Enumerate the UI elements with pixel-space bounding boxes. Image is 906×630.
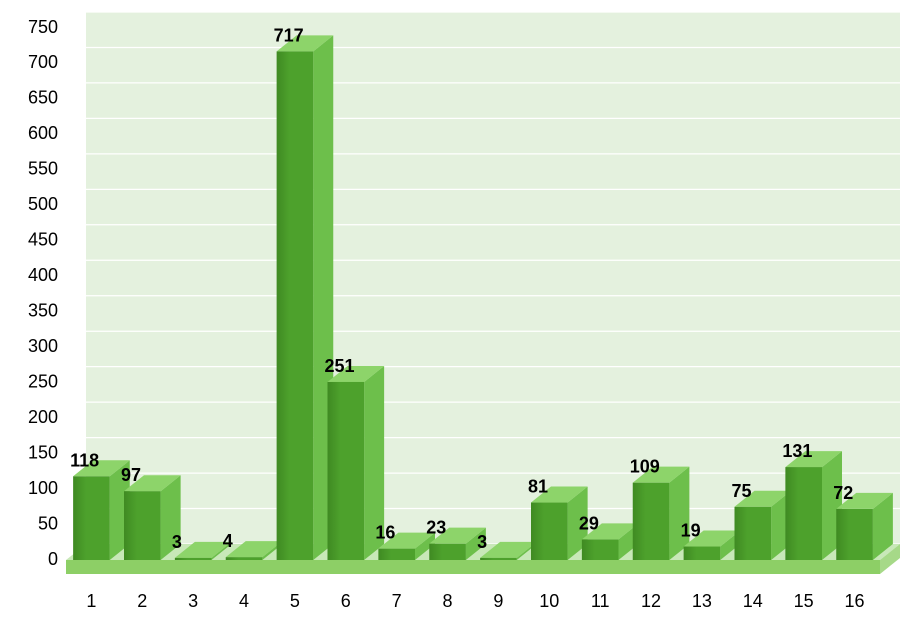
x-tick-label: 1 [86, 591, 96, 611]
y-tick-label: 500 [28, 194, 58, 214]
y-axis-ticks: 0 50 100 150 200 250 300 350 400 450 500 550 600 650 7… [28, 17, 58, 569]
bar [277, 35, 334, 560]
bar [836, 493, 893, 560]
y-tick-label: 400 [28, 265, 58, 285]
x-tick-label: 12 [641, 591, 661, 611]
x-axis-ticks: 12345678910111213141516 [86, 591, 864, 611]
y-tick-label: 150 [28, 442, 58, 462]
chart-svg: 0 50 100 150 200 250 300 350 400 450 500 550 600 650 7… [0, 0, 906, 630]
y-tick-label: 450 [28, 230, 58, 250]
x-tick-label: 3 [188, 591, 198, 611]
y-tick-label: 300 [28, 336, 58, 356]
x-tick-label: 2 [137, 591, 147, 611]
value-label: 81 [528, 477, 548, 497]
x-tick-label: 14 [743, 591, 763, 611]
bar-chart-3d: 0 50 100 150 200 250 300 350 400 450 500 550 600 650 7… [0, 0, 906, 630]
y-tick-label: 250 [28, 371, 58, 391]
value-label: 251 [324, 356, 354, 376]
value-label: 29 [579, 513, 599, 533]
x-tick-label: 6 [341, 591, 351, 611]
y-tick-label: 600 [28, 123, 58, 143]
bar [734, 491, 791, 560]
value-label: 118 [70, 450, 99, 470]
x-tick-label: 15 [794, 591, 814, 611]
value-label: 75 [731, 481, 751, 501]
value-label: 3 [477, 532, 487, 552]
value-label: 109 [630, 457, 660, 477]
value-label: 717 [274, 25, 304, 45]
y-tick-label: 200 [28, 407, 58, 427]
y-tick-label: 350 [28, 300, 58, 320]
y-tick-label: 700 [28, 52, 58, 72]
x-tick-label: 10 [539, 591, 559, 611]
value-label: 72 [833, 483, 853, 503]
value-label: 23 [426, 518, 446, 538]
y-tick-label: 100 [28, 478, 58, 498]
x-tick-label: 7 [392, 591, 402, 611]
y-tick-label: 550 [28, 159, 58, 179]
x-tick-label: 5 [290, 591, 300, 611]
plot-background [86, 12, 900, 544]
value-label: 4 [223, 531, 233, 551]
value-label: 131 [782, 441, 812, 461]
floor-front [66, 560, 880, 574]
x-tick-label: 13 [692, 591, 712, 611]
x-tick-label: 9 [493, 591, 503, 611]
y-tick-label: 0 [48, 549, 58, 569]
bar [633, 467, 690, 560]
x-tick-label: 11 [591, 591, 610, 611]
value-label: 3 [172, 532, 182, 552]
value-label: 16 [375, 523, 395, 543]
x-tick-label: 4 [239, 591, 249, 611]
bar [785, 451, 842, 560]
value-label: 97 [121, 465, 141, 485]
x-tick-label: 16 [845, 591, 865, 611]
y-tick-label: 750 [28, 17, 58, 37]
value-label: 19 [681, 521, 701, 541]
y-tick-label: 50 [38, 513, 58, 533]
x-tick-label: 8 [443, 591, 453, 611]
y-tick-label: 650 [28, 88, 58, 108]
